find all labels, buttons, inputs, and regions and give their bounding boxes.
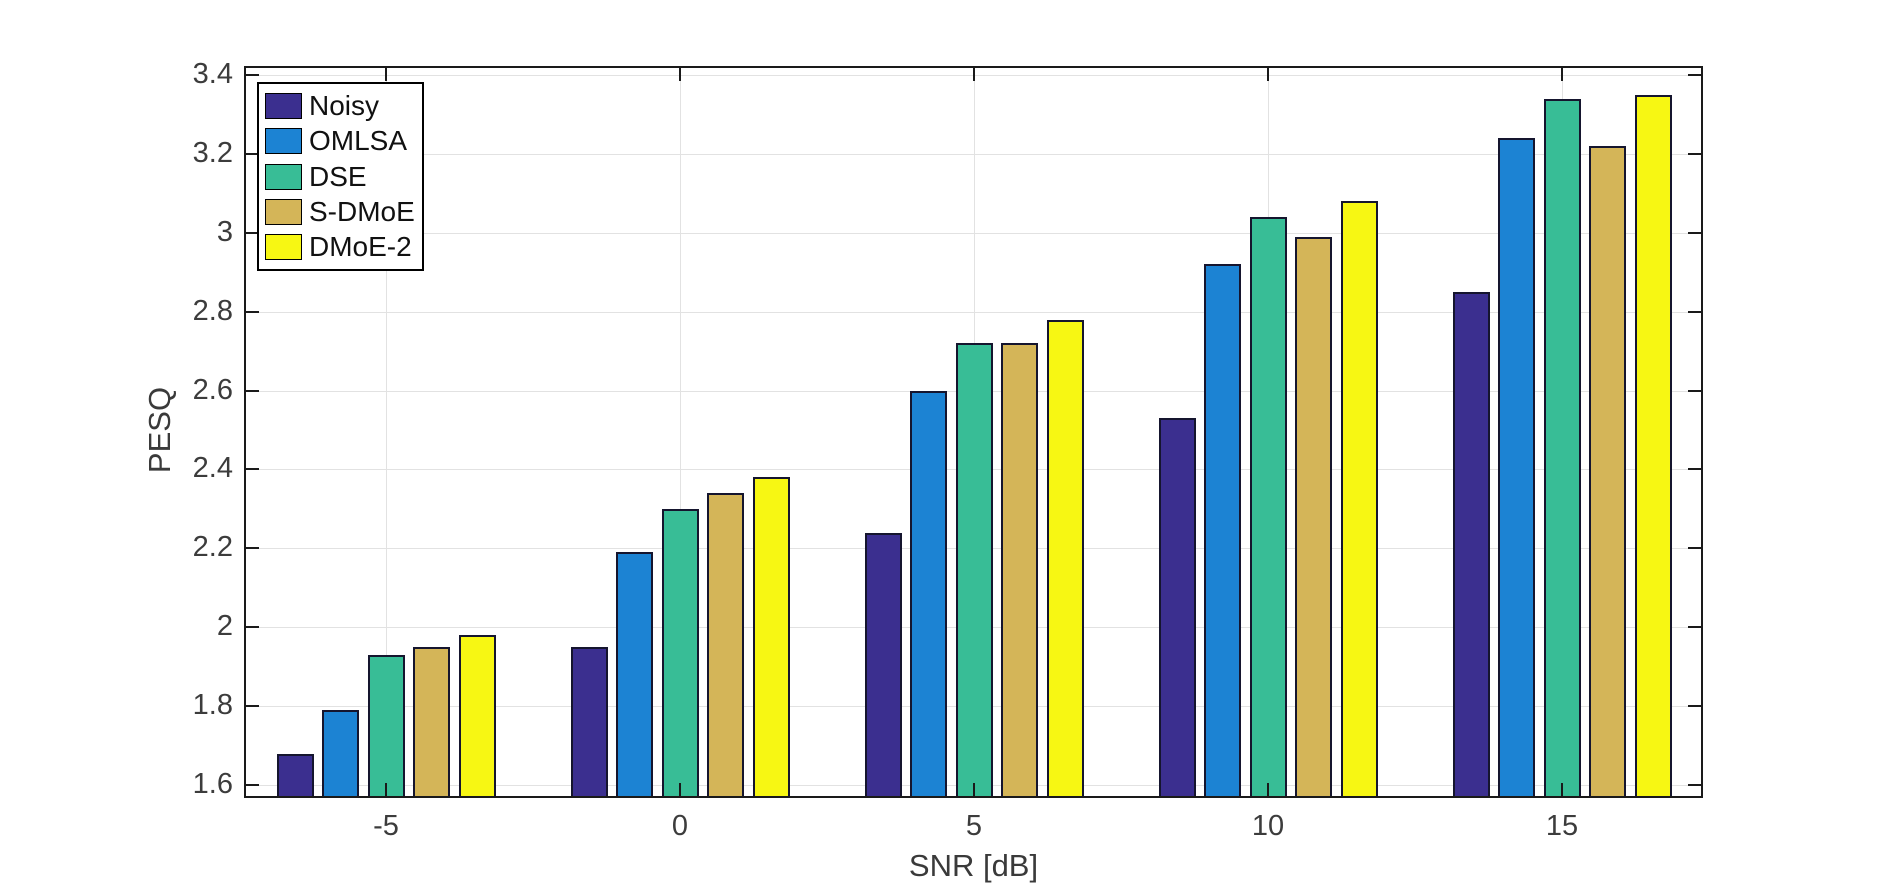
- y-tick-label: 2: [216, 610, 233, 642]
- y-tick-left: [246, 153, 259, 155]
- x-axis-title: SNR [dB]: [908, 848, 1039, 883]
- bar-omlsa-snr5: [910, 390, 947, 797]
- bar-s-dmoe-snr5: [1001, 343, 1038, 797]
- x-tick-top: [385, 68, 387, 81]
- x-tick-bottom: [679, 783, 681, 796]
- bar-noisy-snr0: [570, 647, 608, 797]
- x-tick-bottom: [1267, 783, 1269, 796]
- y-tick-left: [246, 626, 259, 628]
- legend: Noisy OMLSA DSE S-DMoE DMoE-2: [257, 82, 424, 271]
- y-tick-left: [246, 468, 259, 470]
- x-tick-top: [679, 68, 681, 81]
- bar-s-dmoe-snr10: [1295, 236, 1332, 797]
- y-tick-right: [1688, 705, 1701, 707]
- legend-swatch-dmoe-2: [265, 234, 302, 261]
- y-tick-label: 2.2: [192, 531, 233, 563]
- y-tick-left: [246, 784, 259, 786]
- y-tick-right: [1688, 390, 1701, 392]
- y-axis-title: PESQ: [142, 386, 177, 474]
- y-tick-label: 2.6: [192, 374, 233, 406]
- bar-dse-snr10: [1249, 216, 1287, 797]
- y-tick-left: [246, 547, 259, 549]
- bar-dse-snr-5: [367, 654, 405, 797]
- bar-omlsa-snr0: [616, 552, 653, 797]
- legend-item-dmoe-2: DMoE-2: [265, 230, 416, 265]
- y-tick-right: [1688, 626, 1701, 628]
- legend-label: DMoE-2: [309, 231, 412, 263]
- bar-dse-snr15: [1543, 98, 1581, 797]
- bar-noisy-snr-5: [276, 753, 314, 797]
- y-tick-right: [1688, 153, 1701, 155]
- bar-dmoe-2-snr10: [1340, 201, 1378, 797]
- x-tick-top: [1267, 68, 1269, 81]
- x-tick-label: 10: [1251, 810, 1285, 842]
- legend-item-omlsa: OMLSA: [265, 123, 416, 158]
- y-tick-label: 3.4: [192, 58, 233, 90]
- legend-label: S-DMoE: [309, 195, 415, 227]
- y-tick-label: 1.8: [192, 689, 233, 721]
- x-tick-label: 15: [1545, 810, 1579, 842]
- y-tick-label: 3: [216, 216, 233, 248]
- y-tick-label: 1.6: [192, 768, 233, 800]
- x-tick-bottom: [973, 783, 975, 796]
- legend-swatch-dse: [265, 163, 302, 190]
- x-tick-top: [973, 68, 975, 81]
- y-tick-right: [1688, 784, 1701, 786]
- y-tick-right: [1688, 232, 1701, 234]
- y-tick-right: [1688, 311, 1701, 313]
- legend-label: OMLSA: [309, 125, 408, 157]
- legend-item-dse: DSE: [265, 159, 416, 194]
- x-tick-label: -5: [373, 810, 399, 842]
- bar-omlsa-snr10: [1204, 264, 1241, 797]
- x-tick-bottom: [1561, 783, 1563, 796]
- x-gridline: [385, 69, 387, 795]
- y-tick-left: [246, 390, 259, 392]
- legend-item-s-dmoe: S-DMoE: [265, 194, 416, 229]
- bar-s-dmoe-snr-5: [413, 647, 450, 797]
- bar-dse-snr0: [661, 508, 699, 797]
- bar-dse-snr5: [955, 343, 993, 797]
- bar-noisy-snr10: [1158, 418, 1196, 797]
- bar-s-dmoe-snr15: [1589, 145, 1626, 797]
- bar-dmoe-2-snr-5: [458, 635, 496, 797]
- x-tick-bottom: [385, 783, 387, 796]
- bar-dmoe-2-snr5: [1046, 319, 1084, 797]
- y-tick-left: [246, 705, 259, 707]
- bar-noisy-snr5: [864, 532, 902, 797]
- y-tick-right: [1688, 468, 1701, 470]
- y-tick-label: 2.4: [192, 452, 233, 484]
- x-tick-label: 0: [671, 810, 689, 842]
- bar-dmoe-2-snr15: [1634, 94, 1672, 797]
- x-tick-label: 5: [965, 810, 983, 842]
- bar-noisy-snr15: [1452, 291, 1490, 797]
- bar-s-dmoe-snr0: [707, 493, 744, 797]
- legend-label: DSE: [309, 160, 367, 192]
- x-gridline: [679, 69, 681, 795]
- y-tick-label: 3.2: [192, 137, 233, 169]
- legend-label: Noisy: [309, 89, 380, 121]
- bar-omlsa-snr-5: [322, 710, 359, 797]
- legend-swatch-s-dmoe: [265, 198, 302, 225]
- y-tick-label: 2.8: [192, 295, 233, 327]
- bar-dmoe-2-snr0: [752, 477, 790, 797]
- legend-swatch-noisy: [265, 92, 302, 119]
- bar-omlsa-snr15: [1498, 138, 1535, 797]
- y-tick-right: [1688, 547, 1701, 549]
- legend-swatch-omlsa: [265, 128, 302, 155]
- y-tick-left: [246, 232, 259, 234]
- legend-item-noisy: Noisy: [265, 88, 416, 123]
- y-tick-right: [1688, 74, 1701, 76]
- x-tick-top: [1561, 68, 1563, 81]
- y-tick-left: [246, 74, 259, 76]
- y-tick-left: [246, 311, 259, 313]
